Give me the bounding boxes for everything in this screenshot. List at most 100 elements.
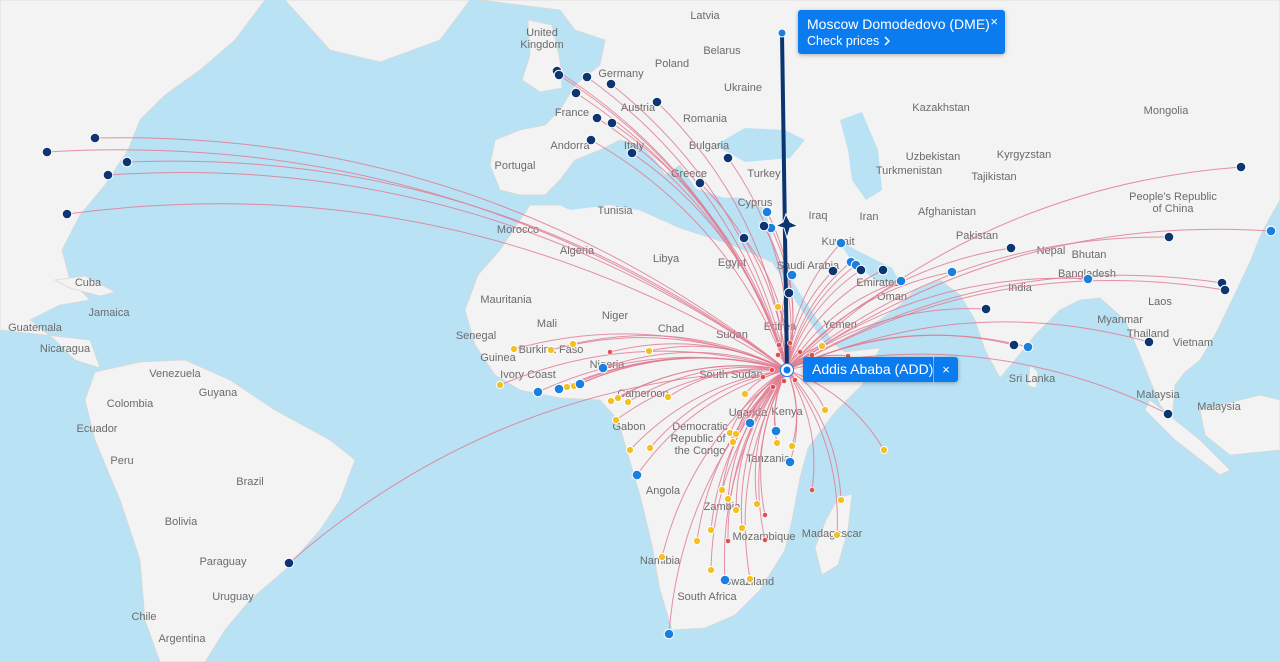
- airport-dot-yellow[interactable]: [657, 552, 667, 562]
- airport-dot-yellow[interactable]: [728, 437, 738, 447]
- airport-dot-small[interactable]: [762, 537, 768, 543]
- airport-dot-small[interactable]: [762, 512, 768, 518]
- airport-dot-yellow[interactable]: [613, 393, 623, 403]
- airport-dot-navy[interactable]: [626, 147, 638, 159]
- airport-dot-yellow[interactable]: [706, 525, 716, 535]
- airport-dot-small[interactable]: [787, 340, 793, 346]
- airport-dot-small[interactable]: [809, 487, 815, 493]
- airport-dot-blue[interactable]: [761, 206, 773, 218]
- destination-airport[interactable]: [777, 28, 787, 38]
- airport-dot-navy[interactable]: [783, 287, 795, 299]
- airport-dot-small[interactable]: [760, 374, 766, 380]
- airport-dot-yellow[interactable]: [832, 530, 842, 540]
- airport-dot-navy[interactable]: [553, 69, 565, 81]
- airport-dot-yellow[interactable]: [606, 396, 616, 406]
- airport-dot-navy[interactable]: [570, 87, 582, 99]
- airport-dot-blue[interactable]: [663, 628, 675, 640]
- airport-dot-navy[interactable]: [1219, 284, 1231, 296]
- airport-dot-blue[interactable]: [1082, 273, 1094, 285]
- airport-dot-small[interactable]: [792, 377, 798, 383]
- airport-dot-yellow[interactable]: [723, 494, 733, 504]
- check-prices-link[interactable]: Check prices: [807, 34, 891, 48]
- airport-dot-yellow[interactable]: [731, 505, 741, 515]
- airport-dot-navy[interactable]: [758, 220, 770, 232]
- airport-dot-yellow[interactable]: [817, 341, 827, 351]
- airport-dot-yellow[interactable]: [546, 345, 556, 355]
- destination-popup[interactable]: Moscow Domodedovo (DME) Check prices ×: [798, 10, 1005, 54]
- airport-dot-yellow[interactable]: [644, 346, 654, 356]
- airport-dot-small[interactable]: [607, 349, 613, 355]
- airport-dot-navy[interactable]: [980, 303, 992, 315]
- airport-dot-yellow[interactable]: [740, 389, 750, 399]
- airport-dot-navy[interactable]: [41, 146, 53, 158]
- airport-dot-blue[interactable]: [786, 269, 798, 281]
- airport-dot-blue[interactable]: [770, 425, 782, 437]
- airport-dot-small[interactable]: [776, 342, 782, 348]
- airport-dot-yellow[interactable]: [625, 445, 635, 455]
- airport-dot-blue[interactable]: [553, 383, 565, 395]
- airport-dot-yellow[interactable]: [879, 445, 889, 455]
- airport-dot-blue[interactable]: [895, 275, 907, 287]
- airport-dot-blue[interactable]: [631, 469, 643, 481]
- airport-dot-yellow[interactable]: [787, 441, 797, 451]
- airport-dot-navy[interactable]: [1163, 231, 1175, 243]
- airport-dot-yellow[interactable]: [645, 443, 655, 453]
- airport-dot-navy[interactable]: [1235, 161, 1247, 173]
- airport-dot-yellow[interactable]: [773, 302, 783, 312]
- airport-dot-blue[interactable]: [597, 362, 609, 374]
- airport-dot-yellow[interactable]: [706, 565, 716, 575]
- airport-dot-navy[interactable]: [1008, 339, 1020, 351]
- airport-dot-blue[interactable]: [1022, 341, 1034, 353]
- airport-dot-yellow[interactable]: [623, 397, 633, 407]
- airport-dot-yellow[interactable]: [737, 523, 747, 533]
- airport-dot-small[interactable]: [775, 352, 781, 358]
- airport-dot-small[interactable]: [725, 538, 731, 544]
- airport-dot-navy[interactable]: [694, 177, 706, 189]
- airport-dot-navy[interactable]: [877, 264, 889, 276]
- airport-dot-blue[interactable]: [574, 378, 586, 390]
- airport-dot-navy[interactable]: [651, 96, 663, 108]
- airport-dot-yellow[interactable]: [836, 495, 846, 505]
- airport-dot-yellow[interactable]: [495, 380, 505, 390]
- airport-dot-small[interactable]: [781, 378, 787, 384]
- airport-dot-blue[interactable]: [1265, 225, 1277, 237]
- airport-dot-navy[interactable]: [738, 232, 750, 244]
- airport-dot-navy[interactable]: [1143, 336, 1155, 348]
- airport-dot-blue[interactable]: [744, 417, 756, 429]
- airport-dot-blue[interactable]: [946, 266, 958, 278]
- airport-dot-blue[interactable]: [835, 237, 847, 249]
- airport-dot-navy[interactable]: [606, 117, 618, 129]
- airport-dot-navy[interactable]: [591, 112, 603, 124]
- airport-dot-navy[interactable]: [827, 265, 839, 277]
- airport-dot-navy[interactable]: [855, 264, 867, 276]
- airport-dot-yellow[interactable]: [731, 429, 741, 439]
- airport-dot-navy[interactable]: [722, 152, 734, 164]
- airport-dot-yellow[interactable]: [772, 438, 782, 448]
- airport-dot-yellow[interactable]: [692, 536, 702, 546]
- airport-dot-yellow[interactable]: [663, 392, 673, 402]
- close-button[interactable]: ×: [934, 357, 958, 382]
- airport-dot-yellow[interactable]: [562, 382, 572, 392]
- airport-dot-yellow[interactable]: [745, 574, 755, 584]
- airport-dot-yellow[interactable]: [568, 339, 578, 349]
- airport-dot-navy[interactable]: [283, 557, 295, 569]
- airport-dot-small[interactable]: [770, 384, 776, 390]
- airport-dot-navy[interactable]: [89, 132, 101, 144]
- airport-dot-navy[interactable]: [61, 208, 73, 220]
- airport-dot-navy[interactable]: [1005, 242, 1017, 254]
- airport-dot-yellow[interactable]: [509, 344, 519, 354]
- airport-dot-navy[interactable]: [1162, 408, 1174, 420]
- airport-dot-blue[interactable]: [719, 574, 731, 586]
- airport-dot-navy[interactable]: [605, 78, 617, 90]
- airport-dot-blue[interactable]: [532, 386, 544, 398]
- airport-dot-yellow[interactable]: [611, 415, 621, 425]
- airport-dot-small[interactable]: [769, 367, 775, 373]
- airport-dot-blue[interactable]: [784, 456, 796, 468]
- airport-dot-small[interactable]: [797, 349, 803, 355]
- airport-dot-yellow[interactable]: [752, 499, 762, 509]
- airport-dot-yellow[interactable]: [717, 485, 727, 495]
- airport-dot-navy[interactable]: [121, 156, 133, 168]
- airport-dot-navy[interactable]: [581, 71, 593, 83]
- airport-dot-navy[interactable]: [102, 169, 114, 181]
- airport-dot-yellow[interactable]: [820, 405, 830, 415]
